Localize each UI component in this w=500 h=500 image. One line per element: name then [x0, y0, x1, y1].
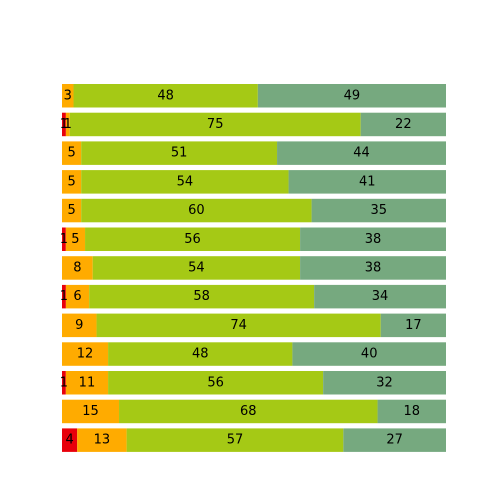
bar-segment-row8-series1: [62, 284, 66, 309]
bar-label-row9-series3: 74: [230, 318, 247, 333]
bar-segment-row13-series2: [77, 428, 127, 452]
bar-label-row2-series4: 22: [395, 117, 412, 132]
bar-label-row5-series4: 35: [371, 203, 388, 218]
bar-segment-row2-series1: [62, 112, 66, 137]
bar-segment-row12-series2: [62, 399, 120, 424]
bar-label-row6-series4: 38: [365, 232, 382, 247]
bar-segment-row12-series3: [119, 399, 378, 424]
bar-label-row7-series3: 54: [188, 260, 205, 275]
bar-segment-row1-series4: [257, 84, 446, 108]
bar-label-row11-series2: 11: [79, 375, 96, 390]
bar-label-row4-series3: 54: [177, 174, 194, 189]
bar-label-row12-series2: 15: [82, 404, 99, 419]
bar-segment-row4-series3: [81, 170, 289, 194]
bar-label-row5-series3: 60: [188, 203, 205, 218]
bar-label-row2-series2: 1: [64, 117, 72, 132]
bar-segment-row13-series4: [343, 428, 446, 452]
bar-label-row12-series3: 68: [240, 404, 257, 419]
bar-segment-row5-series3: [81, 198, 312, 223]
bar-label-row4-series2: 5: [67, 174, 75, 189]
bar-label-row6-series1: 1: [60, 232, 68, 247]
bar-label-row1-series3: 48: [157, 88, 174, 103]
bar-label-row13-series3: 57: [227, 433, 244, 448]
bar-segment-row9-series3: [96, 313, 381, 338]
bar-label-row9-series4: 17: [405, 318, 422, 333]
bar-segment-row4-series4: [288, 170, 446, 194]
bar-segment-row13-series1: [62, 428, 78, 452]
bar-label-row11-series3: 56: [207, 375, 224, 390]
bar-label-row2-series1: 1: [60, 117, 68, 132]
bar-label-row13-series2: 13: [94, 433, 111, 448]
bar-segment-row13-series3: [126, 428, 344, 452]
bar-segment-row8-series3: [89, 284, 315, 309]
bar-segment-row7-series2: [62, 256, 93, 280]
bar-label-row10-series2: 12: [77, 347, 94, 362]
bar-segment-row8-series2: [65, 284, 90, 309]
bar-label-row7-series4: 38: [365, 260, 382, 275]
bar-segment-row10-series2: [62, 342, 109, 366]
bar-segment-row1-series3: [73, 84, 258, 108]
bar-segment-row11-series1: [62, 371, 66, 395]
bar-label-row2-series3: 75: [207, 117, 224, 132]
bar-segment-row6-series2: [65, 227, 86, 251]
bar-label-row5-series2: 5: [67, 203, 75, 218]
bar-segment-row11-series4: [323, 371, 446, 395]
bar-label-row12-series4: 18: [404, 404, 421, 419]
bar-label-row3-series4: 44: [353, 146, 370, 161]
bar-segment-row2-series3: [69, 112, 361, 137]
bar-label-row1-series4: 49: [344, 88, 361, 103]
bar-label-row8-series4: 34: [372, 289, 389, 304]
bar-segment-row10-series3: [108, 342, 293, 366]
bar-segment-row4-series2: [62, 170, 82, 194]
bar-label-row6-series2: 5: [71, 232, 79, 247]
bar-label-row9-series2: 9: [75, 318, 83, 333]
bar-segment-row10-series4: [292, 342, 446, 366]
bar-segment-row1-series2: [62, 84, 74, 108]
bar-label-row1-series2: 3: [64, 88, 72, 103]
bar-segment-row7-series3: [92, 256, 301, 280]
bar-label-row11-series1: 1: [60, 375, 68, 390]
bar-label-row8-series2: 6: [73, 289, 81, 304]
bar-label-row8-series3: 58: [193, 289, 210, 304]
bar-segment-row7-series4: [300, 256, 446, 280]
bar-label-row13-series4: 27: [386, 433, 403, 448]
bar-label-row7-series2: 8: [73, 260, 81, 275]
bar-segment-row3-series3: [81, 141, 278, 165]
bar-segment-row11-series2: [65, 371, 109, 395]
bars-layer: [62, 84, 446, 452]
bar-label-row6-series3: 56: [184, 232, 201, 247]
bar-segment-row2-series4: [360, 112, 446, 137]
bar-segment-row12-series4: [377, 399, 446, 424]
bar-segment-row9-series2: [62, 313, 97, 338]
bar-label-row4-series4: 41: [359, 174, 376, 189]
bar-label-row8-series1: 1: [60, 289, 68, 304]
bar-label-row3-series2: 5: [67, 146, 75, 161]
bar-label-row3-series3: 51: [171, 146, 188, 161]
bar-segment-row3-series4: [277, 141, 446, 165]
bar-segment-row9-series4: [380, 313, 446, 338]
bar-label-row10-series4: 40: [361, 347, 378, 362]
bar-segment-row3-series2: [62, 141, 82, 165]
bar-segment-row6-series3: [85, 227, 301, 251]
bar-label-row11-series4: 32: [376, 375, 393, 390]
bar-segment-row8-series4: [314, 284, 446, 309]
bar-segment-row6-series1: [62, 227, 66, 251]
bar-label-row10-series3: 48: [192, 347, 209, 362]
bar-segment-row5-series2: [62, 198, 82, 223]
bar-label-row13-series1: 4: [65, 433, 73, 448]
bar-segment-row6-series4: [300, 227, 446, 251]
bar-segment-row5-series4: [311, 198, 446, 223]
bar-segment-row2-series2: [65, 112, 70, 137]
bar-segment-row11-series3: [108, 371, 324, 395]
